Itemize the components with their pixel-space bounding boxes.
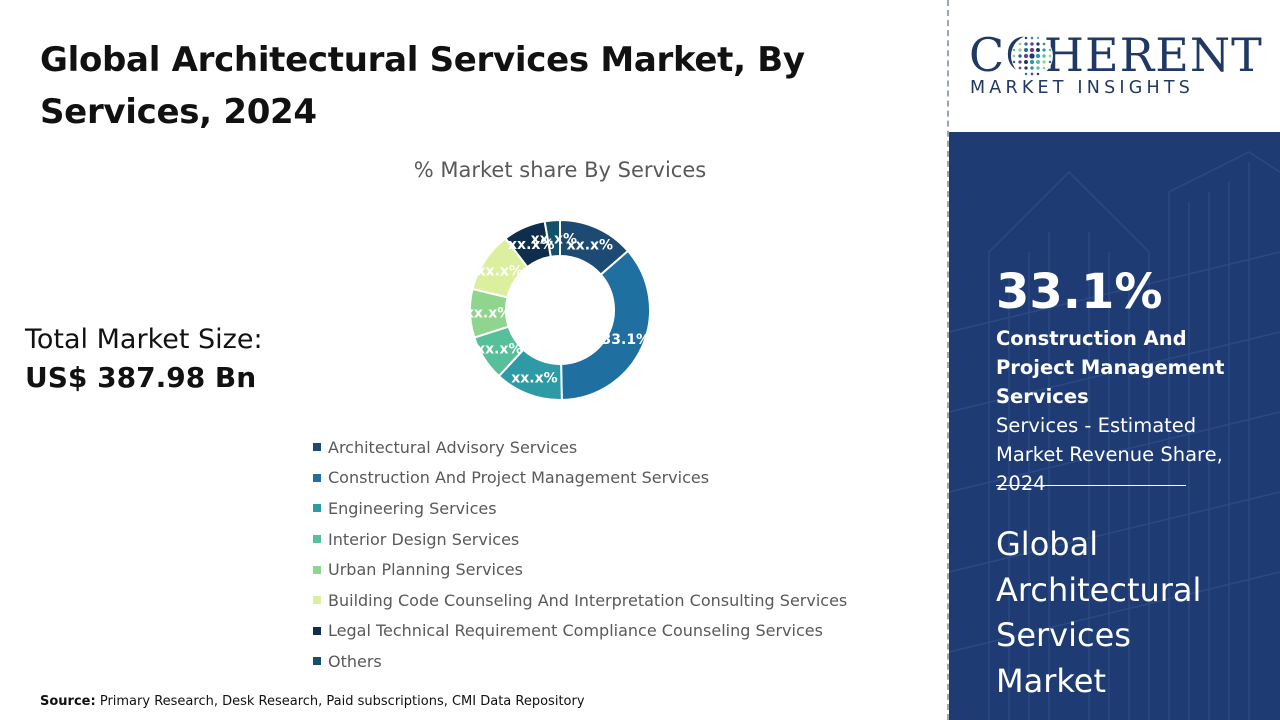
donut-chart: xx.x%33.1%xx.x%xx.x%xx.x%xx.x%xx.x%xx.x% bbox=[465, 218, 651, 402]
legend-label: Interior Design Services bbox=[328, 529, 520, 549]
logo: COHERENT MARKET INSIGHTS bbox=[949, 0, 1280, 132]
legend-item: Engineering Services bbox=[313, 493, 847, 524]
highlight-content: 33.1% Construction And Project Managemen… bbox=[996, 262, 1266, 704]
background-building-pattern bbox=[949, 151, 1280, 720]
legend-item: Architectural Advisory Services bbox=[313, 432, 847, 463]
main-panel: Global Architectural Services Market, By… bbox=[25, 40, 848, 709]
legend-swatch bbox=[313, 473, 321, 482]
slice-data-label: 33.1% bbox=[602, 332, 651, 348]
globe-icon bbox=[1011, 35, 1053, 77]
slice-data-label: xx.x% bbox=[531, 231, 577, 247]
legend-item: Legal Technical Requirement Compliance C… bbox=[313, 616, 847, 647]
donut-data-labels: xx.x%33.1%xx.x%xx.x%xx.x%xx.x%xx.x%xx.x% bbox=[465, 231, 650, 386]
legend-swatch bbox=[313, 657, 321, 666]
chart-legend: Architectural Advisory Services Construct… bbox=[313, 432, 847, 677]
legend-item: Building Code Counseling And Interpretat… bbox=[313, 585, 847, 616]
highlight-description: Services - Estimated Market Revenue Shar… bbox=[996, 414, 1223, 495]
slice-data-label: xx.x% bbox=[476, 342, 522, 358]
legend-swatch bbox=[313, 443, 321, 452]
legend-item: Construction And Project Management Serv… bbox=[313, 463, 847, 494]
legend-label: Legal Technical Requirement Compliance C… bbox=[328, 621, 823, 641]
legend-item: Others bbox=[313, 646, 847, 677]
legend-swatch bbox=[313, 596, 321, 605]
highlight-segment: Construction And Project Management Serv… bbox=[996, 327, 1225, 408]
total-market-size: Total Market Size: US$ 387.98 Bn bbox=[25, 322, 263, 398]
panel-divider bbox=[947, 0, 949, 720]
slice-data-label: xx.x% bbox=[476, 264, 522, 280]
page-title: Global Architectural Services Market, By… bbox=[40, 40, 805, 132]
source-note: Source: Primary Research, Desk Research,… bbox=[40, 694, 585, 709]
donut-slice bbox=[543, 218, 561, 258]
highlight-stat-value: 33.1% bbox=[996, 264, 1163, 320]
source-label: Source: bbox=[40, 694, 96, 709]
legend-label: Architectural Advisory Services bbox=[328, 437, 578, 457]
slice-data-label: xx.x% bbox=[465, 306, 511, 322]
market-name: Global Architectural Services Market bbox=[996, 525, 1202, 700]
legend-swatch bbox=[313, 565, 321, 574]
total-market-value: US$ 387.98 Bn bbox=[25, 361, 257, 394]
highlight-divider bbox=[996, 485, 1186, 486]
slice-data-label: xx.x% bbox=[567, 237, 613, 253]
legend-swatch bbox=[313, 535, 321, 544]
legend-label: Construction And Project Management Serv… bbox=[328, 468, 710, 488]
slice-data-label: xx.x% bbox=[511, 370, 557, 386]
donut-slice bbox=[560, 249, 651, 402]
slice-data-label: xx.x% bbox=[508, 237, 554, 253]
legend-label: Urban Planning Services bbox=[328, 560, 523, 580]
legend-label: Building Code Counseling And Interpretat… bbox=[328, 590, 848, 610]
donut-slices bbox=[469, 218, 651, 402]
logo-tagline: MARKET INSIGHTS bbox=[970, 78, 1195, 98]
highlight-sidebar: COHERENT MARKET INSIGHTS 33.1% Construct… bbox=[949, 0, 1280, 720]
total-market-label: Total Market Size: bbox=[25, 324, 263, 355]
legend-swatch bbox=[313, 626, 321, 635]
legend-swatch bbox=[313, 504, 321, 513]
legend-item: Urban Planning Services bbox=[313, 554, 847, 585]
chart-title: % Market share By Services bbox=[413, 158, 707, 182]
legend-label: Engineering Services bbox=[328, 498, 497, 518]
source-text: Primary Research, Desk Research, Paid su… bbox=[99, 694, 585, 709]
legend-label: Others bbox=[328, 651, 382, 671]
legend-item: Interior Design Services bbox=[313, 524, 847, 555]
